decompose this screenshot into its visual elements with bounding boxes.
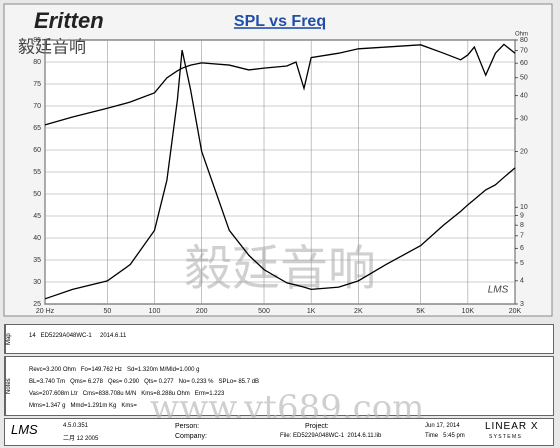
y-tick-label: 55 xyxy=(33,169,41,176)
y-tick-label: 65 xyxy=(33,125,41,132)
x-tick-label: 100 xyxy=(149,308,161,315)
y2-tick-label: 3 xyxy=(520,301,524,308)
watermark: 毅廷音响 xyxy=(184,241,376,297)
logo-brand: Eritten xyxy=(34,8,104,33)
x-tick-label: 20 Hz xyxy=(36,308,55,315)
footer-time: Time 5:45 pm xyxy=(425,433,465,439)
footer-person: Person: xyxy=(175,423,200,430)
y2-tick-label: 80 xyxy=(520,37,528,44)
y-tick-label: 80 xyxy=(33,59,41,66)
note-line: Vas=207.608m Ltr Cms=838.708u M/N Kms=8.… xyxy=(29,391,225,397)
map-entry: 14 ED5229A048WC-1 2014.6.11 xyxy=(29,333,127,339)
series-line xyxy=(44,43,516,126)
y2-tick-label: 6 xyxy=(520,245,524,252)
note-line: BL=3.740 Tm Qms= 6.278 Qes= 0.290 Qts= 0… xyxy=(29,379,260,385)
y2-tick-label: 60 xyxy=(520,60,528,67)
y2-axis-label: Ohm xyxy=(515,32,528,38)
y2-tick-label: 20 xyxy=(520,148,528,155)
footer: LMS 4.5.0.351 二月 12 2005 Person: Company… xyxy=(4,418,554,446)
x-tick-label: 1K xyxy=(307,308,316,315)
y-tick-label: 85 xyxy=(33,37,41,44)
y-tick-label: 35 xyxy=(33,257,41,264)
footer-build: 二月 12 2005 xyxy=(63,436,99,442)
footer-lms: LMS xyxy=(11,422,38,437)
y-tick-label: 40 xyxy=(33,235,41,242)
footer-version: 4.5.0.351 xyxy=(63,423,89,429)
y-tick-label: 30 xyxy=(33,279,41,286)
footer-date: Jun 17, 2014 xyxy=(425,423,460,429)
y2-tick-label: 50 xyxy=(520,75,528,82)
x-tick-label: 50 xyxy=(103,308,111,315)
note-line: Mms=1.347 g Mmd=1.291m Kg Kms= xyxy=(29,403,137,409)
x-tick-label: 2K xyxy=(354,308,363,315)
y2-tick-label: 4 xyxy=(520,278,524,285)
x-tick-label: 20K xyxy=(509,308,522,315)
map-panel: Map 14 ED5229A048WC-1 2014.6.11 xyxy=(4,324,554,354)
footer-project: Project: xyxy=(305,423,329,430)
x-tick-label: 200 xyxy=(196,308,208,315)
y-tick-label: 60 xyxy=(33,147,41,154)
footer-systems: S Y S T E M S xyxy=(489,434,521,440)
y2-tick-label: 5 xyxy=(520,260,524,267)
map-label: Map xyxy=(5,325,22,353)
y-tick-label: 75 xyxy=(33,81,41,88)
footer-company: Company: xyxy=(175,433,207,440)
y2-tick-label: 10 xyxy=(520,204,528,211)
chart-title: SPL vs Freq xyxy=(234,13,326,30)
plot-mark: LMS xyxy=(488,285,509,296)
y-tick-label: 25 xyxy=(33,301,41,308)
y2-tick-label: 40 xyxy=(520,93,528,100)
logo-chinese: 毅廷音响 xyxy=(18,37,86,56)
y-tick-label: 50 xyxy=(33,191,41,198)
x-tick-label: 10K xyxy=(462,308,475,315)
y2-tick-label: 9 xyxy=(520,213,524,220)
chart: Eritten 毅廷音响 SPL vs Freq Ohm 毅廷音响 LMS 20… xyxy=(3,3,553,317)
y-tick-label: 45 xyxy=(33,213,41,220)
x-tick-label: 5K xyxy=(416,308,425,315)
y-tick-label: 70 xyxy=(33,103,41,110)
series-line xyxy=(44,49,516,300)
x-tick-label: 500 xyxy=(258,308,270,315)
notes-panel: Notes Revc=3.200 Ohm Fo=149.762 Hz Sd=1.… xyxy=(4,356,554,416)
note-line: Revc=3.200 Ohm Fo=149.762 Hz Sd=1.320m M… xyxy=(29,367,200,373)
footer-brand: LINEAR X xyxy=(485,421,539,432)
notes-label: Notes xyxy=(5,357,22,415)
footer-file: File: ED5229A048WC-1 2014.6.11.lib xyxy=(280,433,382,439)
y2-tick-label: 7 xyxy=(520,233,524,240)
y2-tick-label: 70 xyxy=(520,48,528,55)
y2-tick-label: 8 xyxy=(520,222,524,229)
y2-tick-label: 30 xyxy=(520,116,528,123)
